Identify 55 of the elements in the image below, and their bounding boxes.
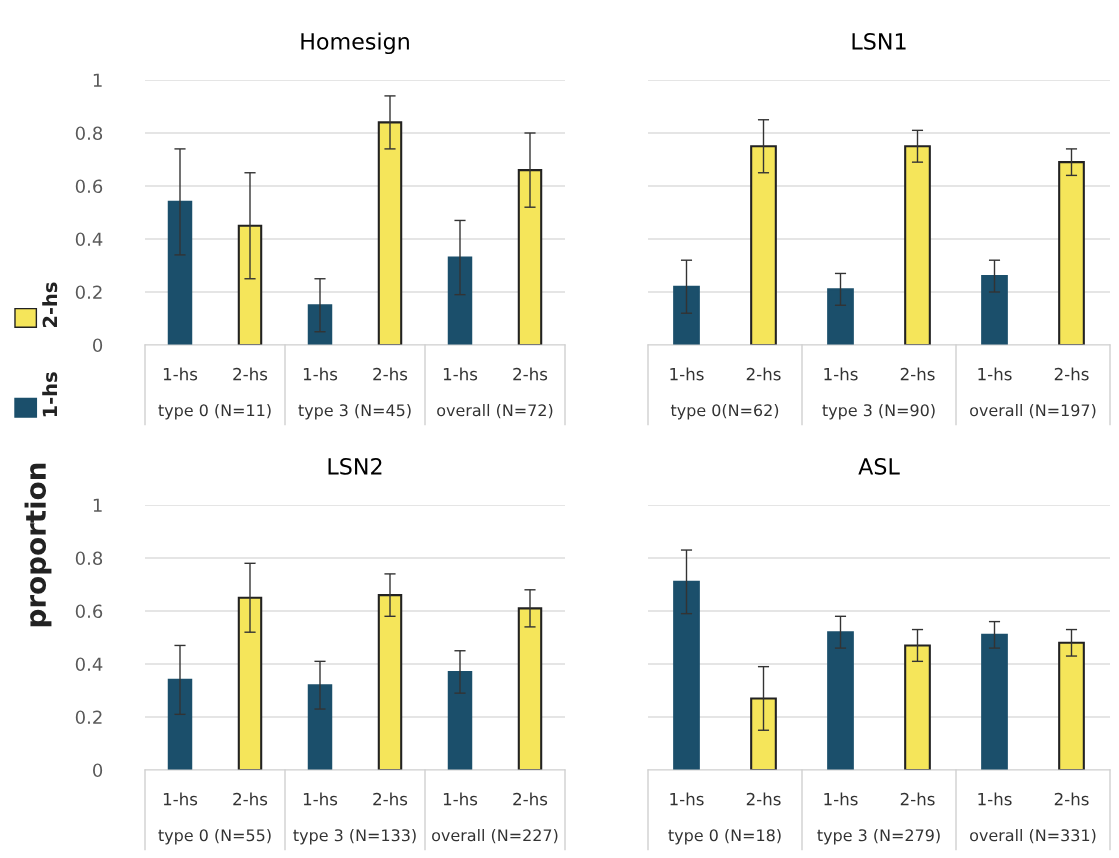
text: 2-hs (513, 367, 548, 381)
text: 2-hs (900, 792, 935, 806)
text: 2-hs (1054, 792, 1089, 806)
y-tick-label: 0.4 (75, 232, 103, 247)
y-tick-label: 0 (93, 763, 103, 778)
x-tick-label: overall (N=227) (432, 828, 558, 844)
text: 1-hs (978, 367, 1012, 381)
y-tick-label: 0.2 (75, 285, 102, 300)
y-tick-label: 0.6 (75, 179, 103, 194)
series-label: 1-hs (670, 367, 704, 381)
series-label: 2-hs (746, 792, 781, 806)
x-tick-label: type 3 (N=133) (293, 828, 416, 845)
text: 2-hs (900, 367, 935, 381)
text: 1-hs (303, 367, 338, 381)
y-tick-label: 0.2 (75, 710, 102, 725)
chart-title: Homesign (301, 32, 409, 55)
chart-title: ASL (858, 457, 900, 475)
text: 1-hs (443, 792, 478, 806)
x-tick-label: overall (N=197) (970, 403, 1096, 419)
chart-title: LSN1 (852, 32, 906, 50)
x-tick-label: overall (N=331) (970, 828, 1096, 844)
text: 1-hs (824, 367, 858, 381)
y-tick-label: 0.8 (75, 551, 103, 566)
x-tick-label: type 0 (N=18) (668, 828, 781, 845)
text: 1-hs (978, 792, 1012, 806)
x-tick-label: type 0(N=62) (670, 403, 779, 420)
x-tick-label: overall (N=72) (437, 403, 553, 419)
legend-label: 1-hs (42, 372, 58, 417)
text: 1-hs (824, 792, 858, 806)
y-axis-title: proportion (24, 463, 52, 627)
y-tick-label: 1 (93, 498, 102, 512)
x-tick-label: type 0 (N=11) (158, 403, 271, 420)
text: 2-hs (233, 792, 268, 806)
text: 2-hs (373, 367, 408, 381)
y-tick-label: 0 (93, 338, 103, 353)
text: 2-hs (513, 792, 548, 806)
text: 1-hs (163, 367, 198, 381)
y-tick-label: 1 (93, 73, 102, 87)
text: 2-hs (233, 367, 268, 381)
legend-label: 2-hs (42, 282, 58, 328)
y-tick-label: 0.4 (75, 657, 103, 672)
y-tick-label: 0.6 (75, 604, 103, 619)
x-tick-label: type 3 (N=279) (817, 828, 940, 845)
series-label: 1-hs (670, 792, 704, 806)
x-tick-label: type 3 (N=45) (298, 403, 411, 420)
x-tick-label: type 0 (N=55) (158, 828, 271, 845)
text: 1-hs (303, 792, 338, 806)
series-label: 2-hs (746, 367, 781, 381)
y-tick-label: 0.8 (75, 126, 103, 141)
text: 2-hs (1054, 367, 1089, 381)
x-tick-label: type 3 (N=90) (822, 403, 935, 420)
text: 1-hs (443, 367, 478, 381)
series-label: 2-hs (373, 792, 408, 806)
chart-title: LSN2 (328, 457, 382, 475)
series-label: 1-hs (163, 792, 198, 806)
